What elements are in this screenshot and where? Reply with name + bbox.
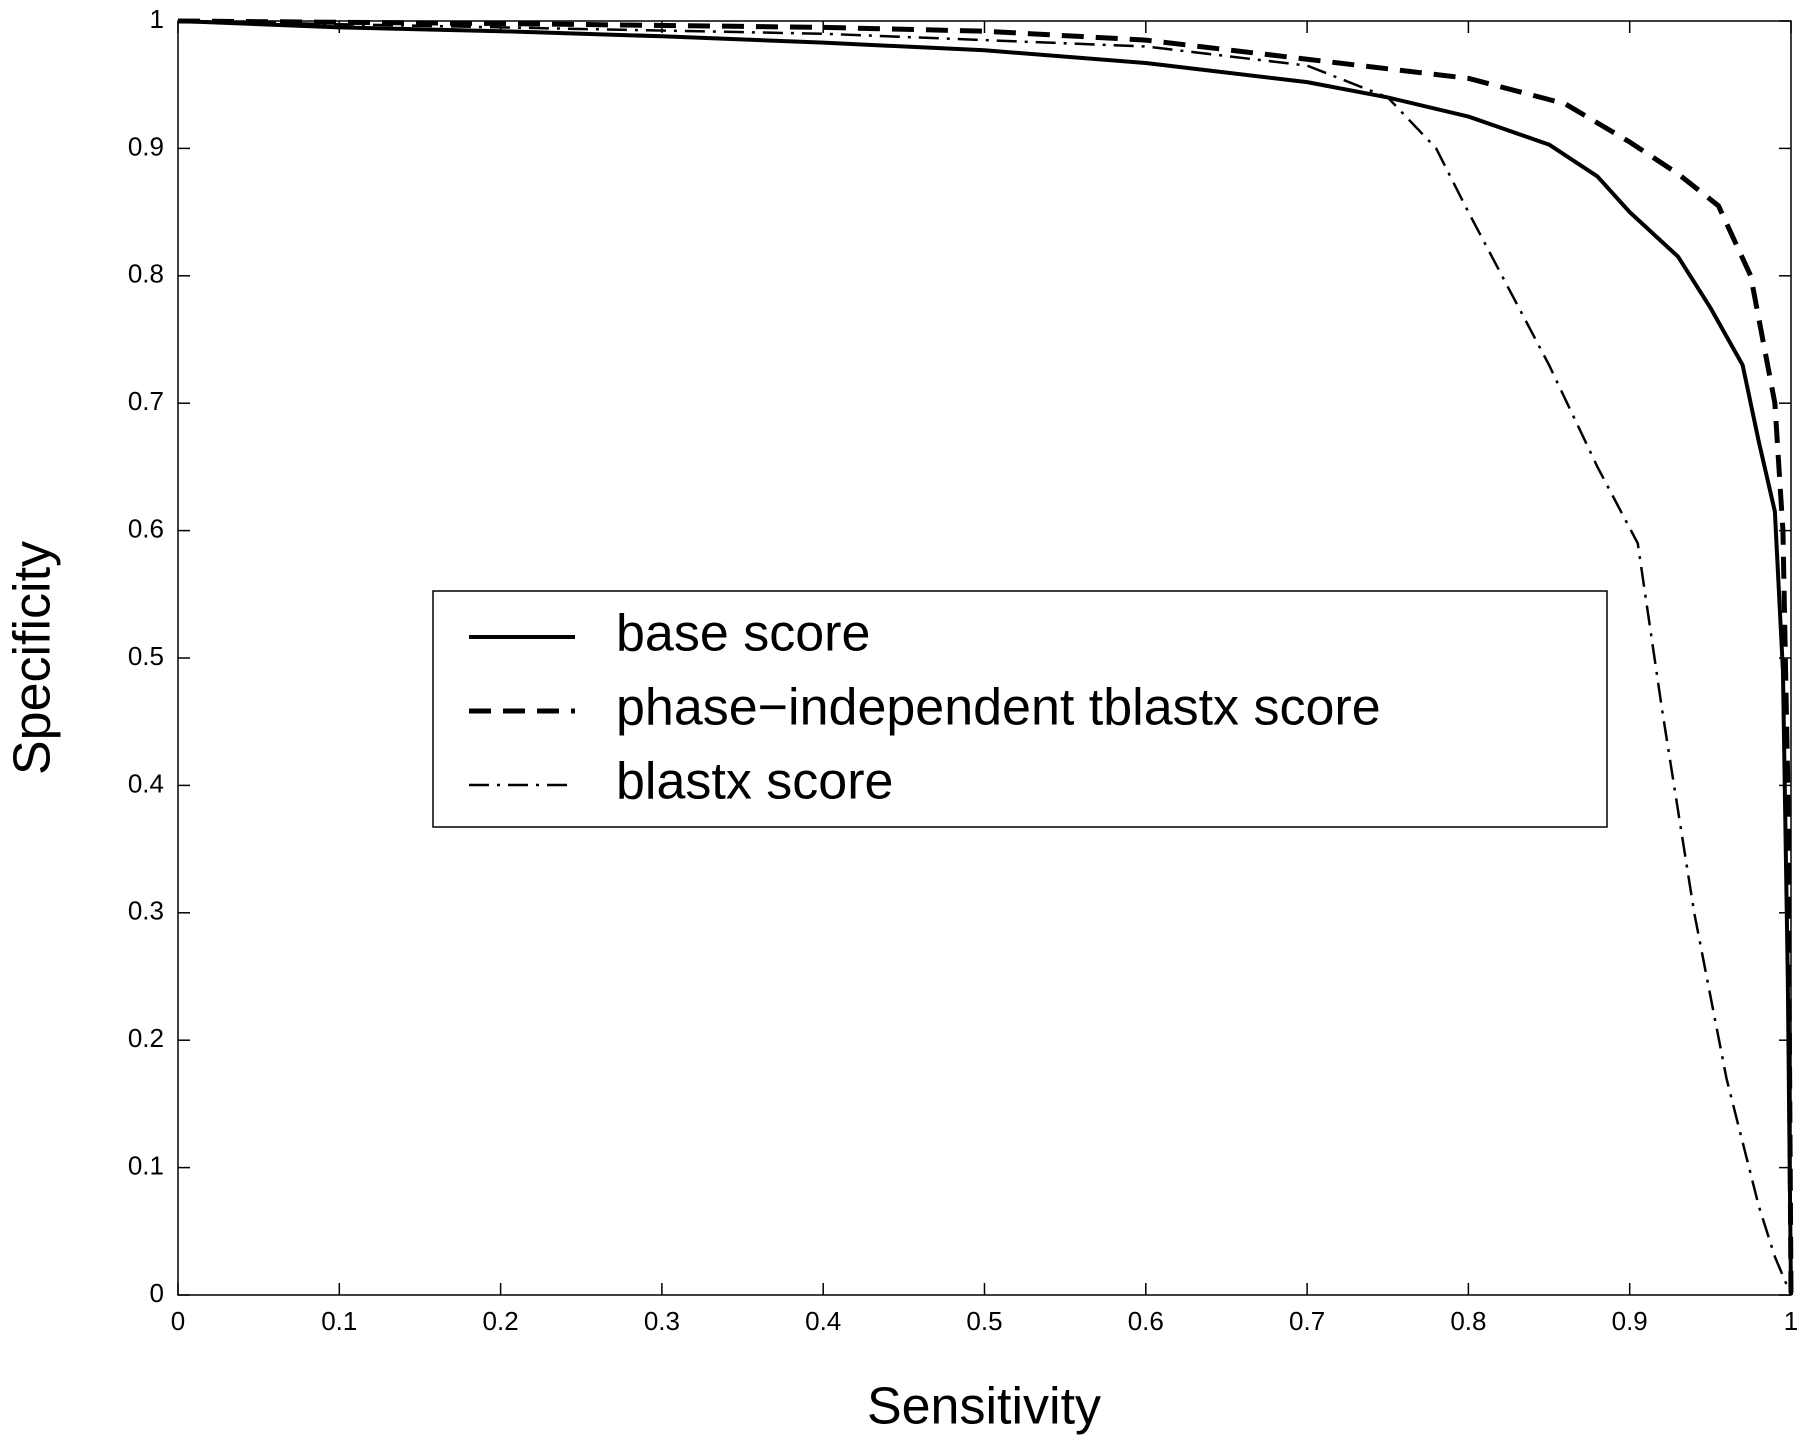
x-tick-label: 0.2 — [483, 1306, 519, 1336]
x-tick-label: 0.4 — [805, 1306, 841, 1336]
x-axis-label: Sensitivity — [867, 1378, 1101, 1436]
series-line — [177, 19, 1793, 1296]
y-tick-label: 0 — [150, 1278, 164, 1308]
x-tick-label: 0.5 — [966, 1306, 1002, 1336]
x-tick-label: 0.7 — [1289, 1306, 1325, 1336]
y-tick-label: 0.8 — [128, 259, 164, 289]
x-tick-label: 0.3 — [644, 1306, 680, 1336]
x-tick-label: 0 — [171, 1306, 185, 1336]
legend-box — [432, 590, 1608, 828]
y-tick-label: 0.9 — [128, 131, 164, 161]
x-tick-label: 0.9 — [1612, 1306, 1648, 1336]
y-tick-label: 0.7 — [128, 386, 164, 416]
series-line — [177, 18, 1794, 1296]
x-tick-label: 1 — [1784, 1306, 1798, 1336]
legend: base score phase−independent tblastx scor… — [432, 590, 1608, 828]
y-tick-label: 0.3 — [128, 896, 164, 926]
series-line — [177, 19, 1793, 1296]
x-tick-label: 0.6 — [1128, 1306, 1164, 1336]
y-tick-label: 0.6 — [128, 513, 164, 543]
y-tick-label: 1 — [150, 4, 164, 34]
legend-label: base score — [616, 605, 870, 663]
x-tick-label: 0.8 — [1450, 1306, 1486, 1336]
y-tick-label: 0.4 — [128, 768, 164, 798]
legend-label: phase−independent tblastx score — [616, 679, 1381, 737]
legend-label: blastx score — [616, 753, 893, 811]
y-tick-label: 0.5 — [128, 641, 164, 671]
y-axis-label: Specificity — [4, 541, 62, 775]
x-tick-label: 0.1 — [321, 1306, 357, 1336]
y-tick-label: 0.2 — [128, 1023, 164, 1053]
y-tick-label: 0.1 — [128, 1150, 164, 1180]
